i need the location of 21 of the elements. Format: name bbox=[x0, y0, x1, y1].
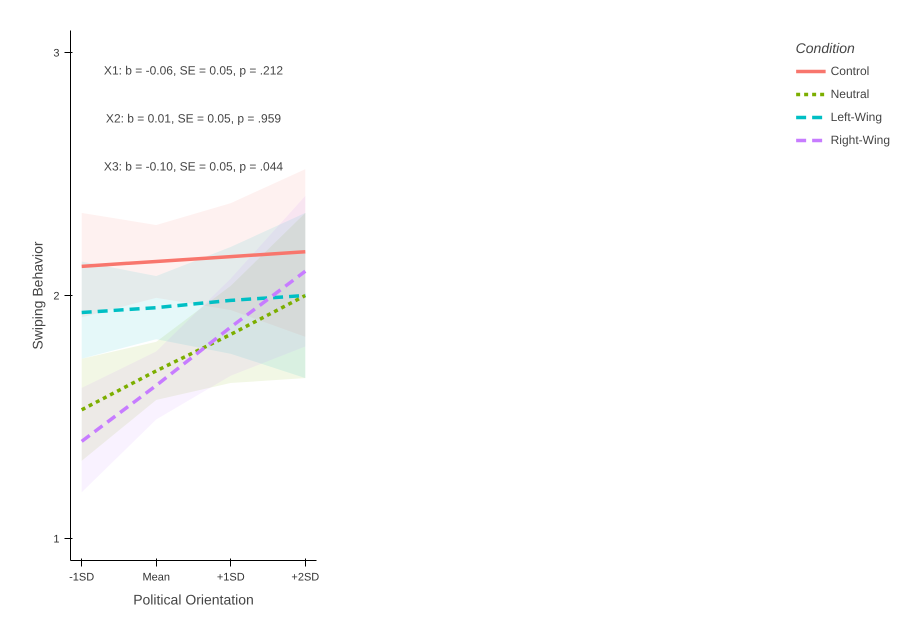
x-axis-title: Political Orientation bbox=[133, 592, 254, 608]
x-tick-label: +1SD bbox=[216, 572, 245, 584]
annotation: X1: b = -0.06, SE = 0.05, p = .212 bbox=[104, 64, 284, 78]
x-tick-label: -1SD bbox=[69, 572, 94, 584]
legend-label: Right-Wing bbox=[830, 133, 890, 147]
annotation: X3: b = -0.10, SE = 0.05, p = .044 bbox=[104, 160, 284, 174]
x-tick-label: +2SD bbox=[291, 572, 320, 584]
y-tick-label: 2 bbox=[53, 290, 60, 302]
legend-label: Control bbox=[830, 64, 870, 78]
legend-title: Condition bbox=[796, 40, 856, 56]
y-tick-label: 1 bbox=[53, 534, 60, 546]
x-tick-label: Mean bbox=[142, 572, 170, 584]
y-axis-title: Swiping Behavior bbox=[29, 241, 46, 350]
legend-label: Left-Wing bbox=[830, 110, 882, 124]
line-series bbox=[80, 294, 308, 314]
line-series bbox=[80, 294, 308, 412]
line-series bbox=[80, 250, 308, 268]
annotation: X2: b = 0.01, SE = 0.05, p = .959 bbox=[106, 112, 282, 126]
y-tick-label: 3 bbox=[53, 47, 60, 60]
legend-label: Neutral bbox=[830, 87, 870, 101]
line-series bbox=[80, 269, 308, 444]
